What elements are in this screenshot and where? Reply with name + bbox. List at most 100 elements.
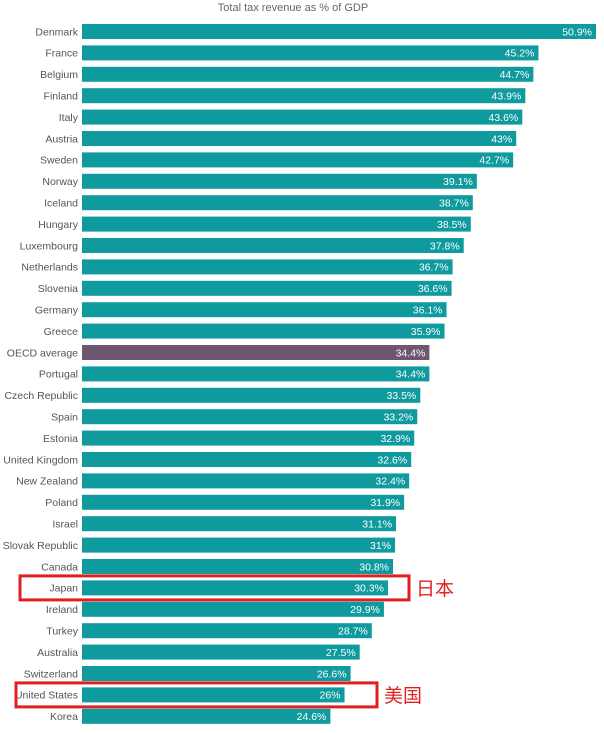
value-label-israel: 31.1%: [362, 519, 392, 531]
bar-united-kingdom: [82, 452, 411, 467]
bar-czech-republic: [82, 388, 420, 403]
value-label-france: 45.2%: [505, 48, 535, 60]
category-label-japan: Japan: [49, 583, 78, 595]
value-label-italy: 43.6%: [489, 112, 519, 124]
bar-united-states: [82, 687, 345, 702]
category-label-finland: Finland: [44, 91, 79, 103]
bar-japan: [82, 580, 388, 595]
category-label-slovenia: Slovenia: [38, 283, 78, 295]
bar-finland: [82, 88, 525, 103]
category-label-australia: Australia: [37, 647, 78, 659]
category-label-france: France: [45, 48, 78, 60]
value-label-united-states: 26%: [320, 690, 341, 702]
value-label-united-kingdom: 32.6%: [377, 454, 407, 466]
chart-title: Total tax revenue as % of GDP: [218, 2, 368, 14]
bars-layer: Denmark 50.9% France 45.2% Belgium 44.7% Finla…: [3, 24, 596, 724]
category-label-iceland: Iceland: [44, 198, 78, 210]
bar-poland: [82, 495, 404, 510]
value-label-netherlands: 36.7%: [419, 262, 449, 274]
value-label-greece: 35.9%: [411, 326, 441, 338]
bar-australia: [82, 645, 360, 660]
value-label-iceland: 38.7%: [439, 198, 469, 210]
bar-new-zealand: [82, 473, 409, 488]
value-label-slovenia: 36.6%: [418, 283, 448, 295]
bar-sweden: [82, 152, 513, 167]
annotation-text-japan: 日本: [416, 578, 454, 600]
value-label-germany: 36.1%: [413, 305, 443, 317]
bar-oecd-average: [82, 345, 429, 360]
category-label-korea: Korea: [50, 711, 78, 723]
category-label-belgium: Belgium: [40, 69, 78, 81]
category-label-switzerland: Switzerland: [24, 668, 78, 680]
bar-hungary: [82, 217, 471, 232]
value-label-belgium: 44.7%: [500, 69, 530, 81]
bar-switzerland: [82, 666, 351, 681]
value-label-new-zealand: 32.4%: [375, 476, 405, 488]
category-label-turkey: Turkey: [46, 626, 78, 638]
category-label-sweden: Sweden: [40, 155, 78, 167]
value-label-estonia: 32.9%: [380, 433, 410, 445]
category-label-estonia: Estonia: [43, 433, 78, 445]
value-label-australia: 27.5%: [326, 647, 356, 659]
category-label-canada: Canada: [41, 561, 78, 573]
value-label-canada: 30.8%: [359, 561, 389, 573]
category-label-netherlands: Netherlands: [21, 262, 78, 274]
bar-norway: [82, 174, 477, 189]
bar-denmark: [82, 24, 596, 39]
value-label-oecd-average: 34.4%: [396, 347, 426, 359]
category-label-portugal: Portugal: [39, 369, 78, 381]
bar-luxembourg: [82, 238, 464, 253]
bar-belgium: [82, 67, 533, 82]
value-label-ireland: 29.9%: [350, 604, 380, 616]
annotation-text-united-states: 美国: [384, 685, 422, 707]
category-label-austria: Austria: [45, 133, 78, 145]
bar-austria: [82, 131, 516, 146]
bar-turkey: [82, 623, 372, 638]
category-label-ireland: Ireland: [46, 604, 78, 616]
category-label-united-states: United States: [15, 690, 78, 702]
bar-portugal: [82, 366, 429, 381]
bar-canada: [82, 559, 393, 574]
value-label-slovak-republic: 31%: [370, 540, 391, 552]
category-label-norway: Norway: [42, 176, 78, 188]
value-label-finland: 43.9%: [492, 91, 522, 103]
category-label-germany: Germany: [35, 305, 79, 317]
bar-estonia: [82, 431, 414, 446]
bar-iceland: [82, 195, 473, 210]
category-label-greece: Greece: [44, 326, 79, 338]
category-label-united-kingdom: United Kingdom: [3, 454, 78, 466]
bar-slovak-republic: [82, 538, 395, 553]
value-label-switzerland: 26.6%: [317, 668, 347, 680]
bar-greece: [82, 324, 445, 339]
value-label-norway: 39.1%: [443, 176, 473, 188]
bar-spain: [82, 409, 417, 424]
bar-germany: [82, 302, 447, 317]
category-label-czech-republic: Czech Republic: [4, 390, 78, 402]
category-label-italy: Italy: [59, 112, 79, 124]
bar-italy: [82, 110, 522, 125]
category-label-hungary: Hungary: [38, 219, 78, 231]
value-label-korea: 24.6%: [297, 711, 327, 723]
category-label-israel: Israel: [52, 519, 78, 531]
bar-slovenia: [82, 281, 452, 296]
category-label-slovak-republic: Slovak Republic: [3, 540, 78, 552]
value-label-portugal: 34.4%: [396, 369, 426, 381]
category-label-new-zealand: New Zealand: [16, 476, 78, 488]
value-label-denmark: 50.9%: [562, 26, 592, 38]
value-label-sweden: 42.7%: [479, 155, 509, 167]
value-label-poland: 31.9%: [370, 497, 400, 509]
value-label-japan: 30.3%: [354, 583, 384, 595]
bar-france: [82, 45, 538, 60]
bar-israel: [82, 516, 396, 531]
category-label-poland: Poland: [45, 497, 78, 509]
value-label-austria: 43%: [491, 133, 512, 145]
value-label-luxembourg: 37.8%: [430, 240, 460, 252]
category-label-spain: Spain: [51, 412, 78, 424]
bar-netherlands: [82, 259, 453, 274]
value-label-spain: 33.2%: [383, 412, 413, 424]
bar-ireland: [82, 602, 384, 617]
bar-korea: [82, 709, 330, 724]
category-label-oecd-average: OECD average: [7, 347, 78, 359]
